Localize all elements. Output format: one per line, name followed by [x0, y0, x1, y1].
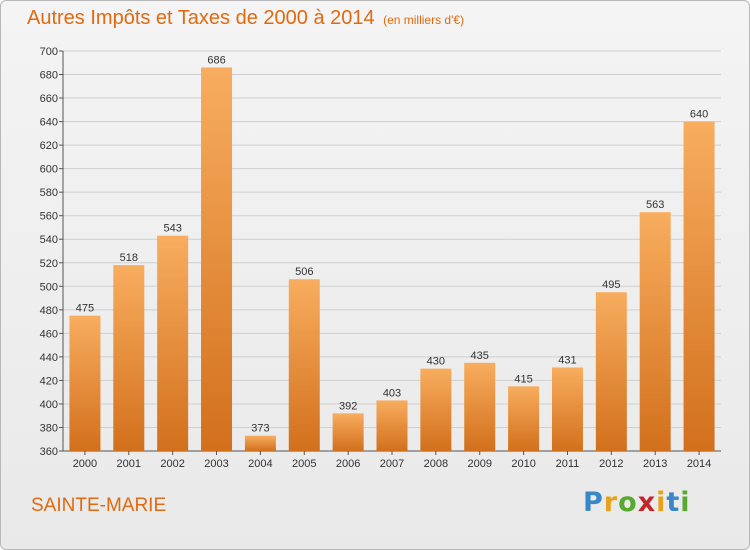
data-label-2013: 563: [646, 199, 664, 211]
bar-2006: [332, 413, 364, 451]
bar-2002: [157, 235, 189, 451]
y-tick-label: 640: [40, 117, 58, 129]
bar-chart: 360 380 400 420 440 460 480 500 520 540 560 580 600 6…: [40, 46, 721, 470]
logo-letter: P: [583, 487, 604, 518]
x-tick-label-2011: 2011: [556, 458, 580, 470]
x-tick-label-2004: 2004: [248, 458, 272, 470]
x-tick-label-2005: 2005: [292, 458, 316, 470]
bar-2007: [376, 400, 408, 451]
y-tick-label: 560: [40, 211, 58, 223]
data-label-2012: 495: [602, 279, 620, 291]
x-tick-label-2002: 2002: [160, 458, 184, 470]
logo-letter: i: [680, 487, 691, 518]
x-tick-label-2008: 2008: [424, 458, 448, 470]
y-tick-label: 480: [40, 305, 58, 317]
data-label-2005: 506: [295, 266, 313, 278]
chart-title: Autres Impôts et Taxes de 2000 à 2014: [27, 7, 375, 29]
y-tick-label: 420: [40, 375, 58, 387]
x-tick-label-2009: 2009: [467, 458, 491, 470]
proxiti-logo: Proxiti: [583, 487, 691, 518]
title-line: Autres Impôts et Taxes de 2000 à 2014 (e…: [27, 7, 464, 30]
data-label-2001: 518: [120, 252, 138, 264]
y-tick-label: 520: [40, 258, 58, 270]
x-tick-label-2000: 2000: [73, 458, 97, 470]
bar-2011: [551, 367, 583, 451]
bar-2010: [508, 386, 540, 451]
logo-letter: t: [666, 487, 681, 518]
data-label-2010: 415: [514, 373, 532, 385]
x-tick-label-2001: 2001: [117, 458, 141, 470]
bars: [69, 67, 715, 452]
bar-2014: [683, 121, 715, 452]
bar-2009: [464, 362, 496, 451]
logo-letter: i: [656, 487, 667, 518]
x-tick-label-2012: 2012: [599, 458, 623, 470]
bar-2005: [288, 279, 320, 451]
data-label-2003: 686: [207, 54, 225, 66]
data-label-2014: 640: [690, 109, 708, 121]
y-tick-label: 460: [40, 328, 58, 340]
data-label-2002: 543: [163, 223, 181, 235]
bar-2003: [201, 67, 233, 452]
bar-2012: [595, 292, 627, 451]
axes: 360 380 400 420 440 460 480 500 520 540 560 580 600 6…: [40, 46, 721, 470]
y-tick-label: 360: [40, 446, 58, 458]
bar-2001: [113, 265, 145, 451]
logo-letter: o: [618, 487, 638, 518]
x-tick-label-2010: 2010: [511, 458, 535, 470]
chart-subtitle: (en milliers d'€): [383, 13, 465, 27]
bar-2013: [639, 212, 671, 451]
x-tick-label-2014: 2014: [687, 458, 711, 470]
bar-2000: [69, 315, 101, 451]
bar-2008: [420, 368, 452, 451]
y-tick-label: 380: [40, 422, 58, 434]
data-label-2007: 403: [383, 387, 401, 399]
logo-letter: x: [637, 487, 657, 518]
y-tick-label: 620: [40, 140, 58, 152]
x-tick-label-2006: 2006: [336, 458, 360, 470]
location-name: SAINTE-MARIE: [31, 495, 167, 516]
y-tick-label: 540: [40, 234, 58, 246]
y-tick-label: 700: [40, 46, 58, 58]
y-tick-label: 600: [40, 164, 58, 176]
x-tick-label-2003: 2003: [204, 458, 228, 470]
y-tick-label: 660: [40, 93, 58, 105]
y-tick-label: 580: [40, 187, 58, 199]
data-label-2000: 475: [76, 303, 94, 315]
data-label-2008: 430: [427, 356, 445, 368]
data-label-2011: 431: [558, 354, 576, 366]
data-label-2009: 435: [471, 350, 489, 362]
data-label-2006: 392: [339, 400, 357, 412]
y-tick-label: 680: [40, 70, 58, 82]
bar-2004: [244, 435, 276, 451]
y-tick-label: 500: [40, 281, 58, 293]
logo-letter: r: [603, 487, 619, 518]
data-labels: 475 518 543 686 373 506 392 403 430 435 415 431 495 5…: [76, 54, 708, 434]
x-tick-label-2007: 2007: [380, 458, 404, 470]
x-tick-label-2013: 2013: [643, 458, 667, 470]
y-tick-label: 440: [40, 352, 58, 364]
y-tick-label: 400: [40, 399, 58, 411]
data-label-2004: 373: [251, 423, 269, 435]
